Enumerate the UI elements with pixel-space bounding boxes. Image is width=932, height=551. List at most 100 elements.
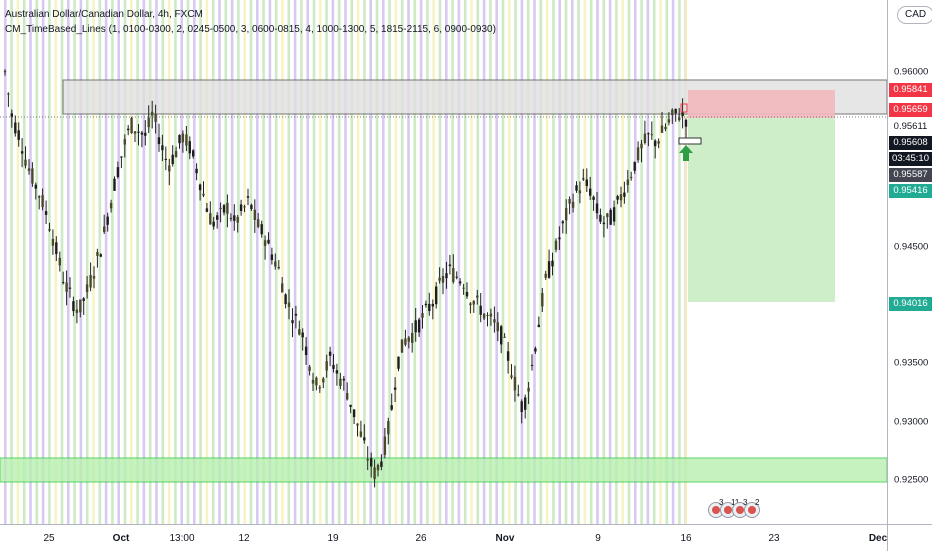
candle — [506, 351, 510, 361]
session-stripe — [659, 0, 662, 524]
candle — [486, 315, 489, 316]
candle — [359, 431, 363, 437]
currency-button[interactable]: CAD — [897, 6, 932, 24]
candle — [517, 394, 520, 396]
candle — [127, 128, 130, 131]
candle — [202, 193, 205, 196]
candle — [253, 209, 256, 220]
session-stripe — [382, 0, 385, 524]
candle — [137, 131, 140, 133]
candle — [304, 346, 308, 355]
session-stripe — [211, 0, 215, 524]
session-stripe — [123, 0, 127, 524]
candle — [65, 282, 68, 292]
session-stripe — [482, 0, 486, 524]
session-stripe — [470, 0, 473, 524]
session-stripe — [501, 0, 505, 524]
chart-pane[interactable]: Australian Dollar/Canadian Dollar, 4h, F… — [0, 0, 887, 524]
candle — [233, 215, 236, 221]
candle — [222, 205, 226, 213]
session-stripe — [665, 0, 669, 524]
session-stripe — [413, 0, 417, 524]
session-stripe — [10, 0, 13, 524]
candle — [370, 458, 373, 467]
price-axis[interactable]: 0.960000.955000.950000.945000.940000.935… — [887, 0, 932, 524]
candle — [178, 134, 181, 144]
candle — [346, 393, 349, 400]
session-stripe — [130, 0, 133, 524]
session-stripe — [300, 0, 303, 524]
economic-event-icon[interactable]: 2 — [744, 498, 760, 518]
session-stripe — [262, 0, 265, 524]
candle — [578, 190, 582, 194]
candle — [428, 303, 431, 311]
candle — [448, 264, 452, 267]
candle — [342, 378, 345, 381]
candle — [281, 283, 284, 293]
session-stripe — [268, 0, 272, 524]
candle — [513, 376, 517, 391]
time-tick-label: 23 — [768, 533, 780, 544]
candle — [322, 378, 325, 383]
time-axis[interactable]: 25 Oct 13:00 12 19 26 Nov 9 16 23 Dec — [0, 524, 887, 551]
candle — [195, 168, 198, 174]
candle — [260, 224, 263, 235]
candle — [452, 268, 455, 282]
candle — [188, 141, 191, 154]
candle — [541, 293, 544, 307]
candle — [647, 133, 650, 135]
candle — [318, 387, 321, 389]
price-tick-label: 0.93500 — [894, 357, 929, 369]
candle — [82, 298, 85, 301]
candle — [62, 282, 65, 284]
candle — [664, 126, 667, 130]
candle — [301, 332, 304, 338]
session-stripe — [136, 0, 139, 524]
candle — [198, 184, 202, 191]
session-stripe — [111, 0, 114, 524]
candle — [619, 194, 623, 201]
candle — [209, 213, 212, 225]
price-tag: 0.95416 — [889, 184, 932, 198]
session-stripe — [602, 0, 606, 524]
flag-icon — [736, 506, 744, 514]
session-stripe — [407, 0, 410, 524]
candle — [17, 130, 20, 140]
candle — [527, 387, 530, 392]
candle — [479, 305, 482, 315]
session-stripe — [319, 0, 322, 524]
candle — [99, 254, 102, 257]
candle — [482, 313, 486, 319]
session-stripe — [596, 0, 599, 524]
candle — [363, 437, 366, 441]
price-tick-label: 0.96000 — [894, 66, 929, 78]
candle — [308, 366, 311, 371]
candle — [609, 209, 612, 225]
candle — [250, 204, 253, 210]
session-stripe — [627, 0, 631, 524]
candle — [476, 295, 479, 298]
session-stripe — [589, 0, 593, 524]
candle — [393, 387, 397, 390]
session-stripe — [249, 0, 253, 524]
session-stripe — [79, 0, 83, 524]
candle — [51, 238, 55, 246]
session-stripe — [457, 0, 461, 524]
session-stripe — [218, 0, 221, 524]
candle — [554, 240, 558, 250]
session-stripe — [22, 0, 26, 524]
session-stripe — [476, 0, 480, 524]
candle — [599, 214, 602, 222]
session-stripe — [558, 0, 561, 524]
candle — [44, 211, 48, 215]
session-stripe — [4, 0, 7, 524]
session-stripe — [514, 0, 517, 524]
candle — [626, 179, 629, 186]
candle — [41, 195, 44, 208]
session-stripe — [526, 0, 530, 524]
candle — [192, 150, 195, 157]
candle — [246, 196, 250, 198]
candle — [315, 377, 318, 386]
price-chart[interactable] — [0, 0, 887, 524]
session-stripe — [533, 0, 536, 524]
